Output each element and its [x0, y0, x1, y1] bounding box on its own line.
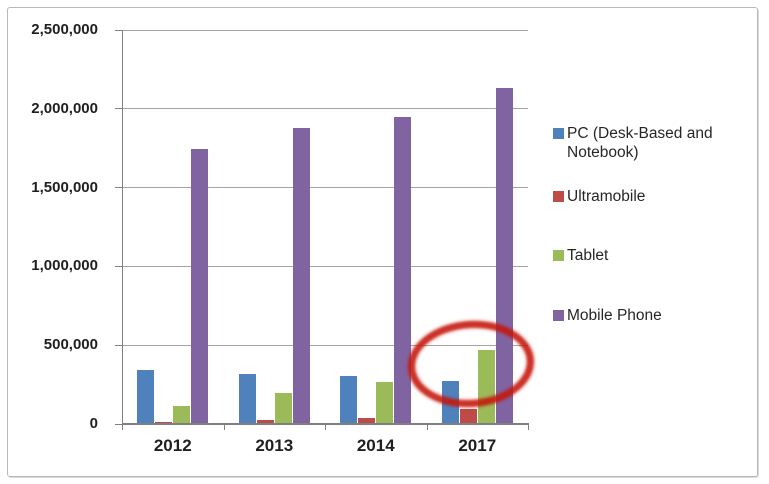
legend-item-1: Ultramobile: [553, 187, 645, 206]
legend-label: PC (Desk-Based and Notebook): [567, 125, 713, 161]
bar-2017-series-3: [496, 88, 513, 424]
legend-label: Ultramobile: [567, 188, 646, 205]
y-tick-label: 0: [89, 415, 98, 432]
bar-2014-series-0: [340, 376, 357, 424]
y-axis-tick: [115, 29, 122, 31]
chart-border: [7, 7, 758, 477]
y-tick-label: 1,500,000: [31, 178, 98, 196]
x-tick-label: 2012: [153, 436, 192, 455]
bar-2012-series-2: [173, 406, 190, 424]
bar-2017-series-2: [478, 350, 495, 424]
legend-swatch-icon: [553, 128, 564, 139]
legend-item-3: Mobile Phone: [553, 306, 662, 325]
x-tick-label: 2014: [356, 436, 395, 455]
bar-2013-series-3: [293, 128, 310, 424]
x-tick-label: 2013: [255, 436, 294, 455]
x-axis-tick: [223, 424, 225, 430]
legend-swatch-icon: [553, 310, 564, 321]
legend-label: Mobile Phone: [567, 307, 662, 324]
bar-2017-series-0: [442, 381, 459, 424]
legend-swatch-icon: [553, 250, 564, 261]
y-tick-label: 500,000: [43, 336, 98, 354]
bar-2013-series-2: [275, 393, 292, 424]
bar-2013-series-1: [257, 420, 274, 424]
y-gridline: [122, 344, 528, 346]
legend-item-0: PC (Desk-Based and Notebook): [553, 124, 732, 162]
bar-2013-series-0: [239, 374, 256, 424]
bar-2012-series-0: [137, 370, 154, 424]
y-gridline: [122, 265, 528, 267]
y-axis-tick: [115, 108, 122, 110]
bar-2014-series-1: [358, 418, 375, 424]
bar-2012-series-3: [191, 149, 208, 424]
y-axis-tick: [115, 265, 122, 267]
bar-2014-series-2: [376, 382, 393, 424]
y-axis-tick: [115, 344, 122, 346]
y-gridline: [122, 108, 528, 110]
x-tick-label: 2017: [458, 436, 497, 455]
y-gridline: [122, 187, 528, 189]
x-axis-tick: [122, 424, 123, 430]
y-axis-line: [122, 30, 123, 424]
y-tick-label: 2,000,000: [31, 99, 98, 117]
x-axis-tick: [528, 424, 529, 430]
x-axis-tick: [426, 424, 428, 430]
y-gridline: [122, 29, 528, 31]
legend-label: Tablet: [567, 247, 609, 264]
y-tick-label: 2,500,000: [31, 21, 98, 38]
y-axis-tick: [115, 187, 122, 189]
y-axis-tick: [115, 423, 122, 425]
bar-2017-series-1: [460, 409, 477, 424]
legend-swatch-icon: [553, 191, 564, 202]
bar-2014-series-3: [394, 117, 411, 424]
x-axis-tick: [325, 424, 326, 430]
y-tick-label: 1,000,000: [31, 257, 98, 275]
legend-item-2: Tablet: [553, 246, 608, 265]
